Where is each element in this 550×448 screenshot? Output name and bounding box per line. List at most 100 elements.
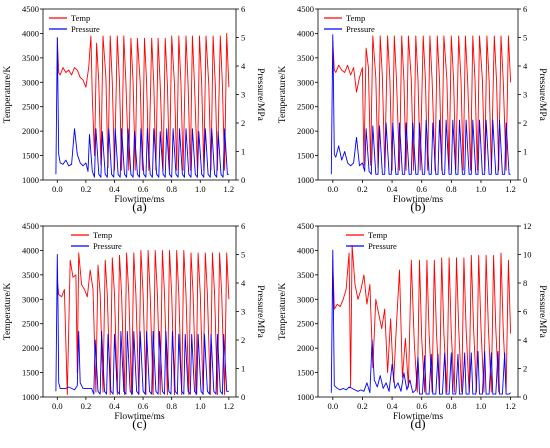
- panel-c-x-tick-label: 0.0: [52, 401, 63, 411]
- panel-b-y-right-tick-label: 1: [523, 147, 527, 157]
- panel-a-y-left-tick-label: 3500: [22, 53, 39, 63]
- panel-a-x-tick-label: 0.8: [166, 184, 177, 194]
- panel-d-y-left-tick-label: 3500: [297, 270, 314, 280]
- panel-d-y-left-tick-label: 1500: [297, 368, 314, 378]
- panel-a-x-tick-label: 1.0: [195, 184, 206, 194]
- panel-a-x-tick-label: 0.4: [109, 184, 120, 194]
- panel-d-series-temp-line: [332, 245, 512, 393]
- panel-c-y-left-tick-label: 1500: [22, 368, 39, 378]
- panel-a-y-right-tick-label: 5: [241, 33, 245, 43]
- panel-c-y-left-tick-label: 4500: [22, 221, 39, 231]
- panel-a-y-left-axis-label: Temperature/K: [3, 66, 13, 124]
- panel-b-y-right-axis-label: Pressure/MPa: [537, 68, 547, 122]
- panel-d-y-left-tick-label: 4500: [297, 221, 314, 231]
- panel-b-y-left-tick-label: 2500: [297, 102, 314, 112]
- panel-c-x-axis-label: Flowtime/ms: [114, 412, 164, 422]
- panel-b-y-left-tick-label: 4500: [297, 4, 314, 14]
- panel-d-y-left-tick-label: 3000: [297, 294, 314, 304]
- panel-d-y-left-tick-label: 1000: [297, 392, 314, 402]
- panel-c-y-right-tick-label: 2: [241, 335, 245, 345]
- panel-c-legend-label-pressure: Pressure: [93, 241, 122, 251]
- panel-c-legend-label-temp: Temp: [93, 230, 112, 240]
- panel-c-y-left-tick-label: 4000: [22, 245, 39, 255]
- panel-a-y-left-tick-label: 1500: [22, 151, 39, 161]
- panel-d-x-tick-label: 0.6: [416, 401, 427, 411]
- panel-d-x-tick-label: 0.4: [387, 401, 398, 411]
- panel-c-y-left-tick-label: 2500: [22, 319, 39, 329]
- panel-a: 0.0 0.2 0.4 0.6 0.8 1.0 1.2 1000 1500 2000 2500 300…: [3, 4, 265, 214]
- panel-b-y-left-tick-label: 1500: [297, 151, 314, 161]
- panel-d-x-tick-label: 0.8: [446, 401, 457, 411]
- panel-d-label: (d): [410, 416, 425, 431]
- panel-a-legend-label-pressure: Pressure: [71, 24, 100, 34]
- panel-d-y-right-tick-label: 12: [523, 221, 532, 231]
- panel-a-y-right-tick-label: 3: [241, 90, 245, 100]
- panel-a-y-right-tick-label: 2: [241, 118, 245, 128]
- panel-a-x-tick-label: 1.2: [224, 184, 235, 194]
- panel-c-y-right-tick-label: 5: [241, 250, 245, 260]
- panel-d-x-tick-label: 0.0: [328, 401, 339, 411]
- panel-a-y-left-tick-label: 4000: [22, 28, 39, 38]
- panel-d-y-right-tick-label: 6: [523, 307, 527, 317]
- panel-a-y-left-tick-label: 2500: [22, 102, 39, 112]
- panel-b-x-tick-label: 1.0: [476, 184, 487, 194]
- panel-b-y-right-tick-label: 6: [523, 4, 527, 14]
- panel-b-series-pressure-line: [330, 34, 511, 175]
- panel-a-label: (a): [132, 199, 146, 214]
- panel-c-y-left-tick-label: 3000: [22, 294, 39, 304]
- panel-d-y-right-tick-label: 10: [523, 250, 532, 260]
- panel-b-y-left-axis-label: Temperature/K: [278, 66, 288, 124]
- panel-d-y-right-tick-label: 4: [523, 335, 528, 345]
- panel-a-y-right-tick-label: 6: [241, 4, 245, 14]
- panel-a-x-tick-label: 0.0: [52, 184, 63, 194]
- panel-b-y-right-tick-label: 3: [523, 90, 527, 100]
- panel-d-y-right-tick-label: 2: [523, 364, 527, 374]
- panel-b-y-right-tick-label: 2: [523, 118, 527, 128]
- panel-b-series-temp-line: [332, 35, 512, 171]
- panel-d-y-right-axis-label: Pressure/MPa: [537, 285, 547, 339]
- panel-c-x-tick-label: 0.4: [109, 401, 120, 411]
- panel-a-x-tick-label: 0.6: [138, 184, 149, 194]
- panel-a-y-left-tick-label: 2000: [22, 126, 39, 136]
- panel-b-y-left-tick-label: 4000: [297, 28, 314, 38]
- panel-b-x-tick-label: 1.2: [505, 184, 516, 194]
- panel-c-label: (c): [132, 416, 146, 431]
- panel-d-x-axis-label: Flowtime/ms: [393, 412, 443, 422]
- panel-c-x-tick-label: 0.8: [166, 401, 177, 411]
- panel-d-x-tick-label: 1.0: [476, 401, 487, 411]
- panel-b-y-left-tick-label: 2000: [297, 126, 314, 136]
- panel-d-y-left-axis-label: Temperature/K: [278, 283, 288, 341]
- panel-b-x-axis-label: Flowtime/ms: [393, 195, 443, 205]
- panel-c-y-right-tick-label: 0: [241, 392, 245, 402]
- panel-d-x-tick-label: 0.2: [357, 401, 368, 411]
- panel-b-x-tick-label: 0.2: [357, 184, 368, 194]
- panel-b-y-right-tick-label: 5: [523, 33, 527, 43]
- panel-a-y-left-tick-label: 3000: [22, 77, 39, 87]
- panel-b-x-tick-label: 0.6: [416, 184, 427, 194]
- panel-a-series-temp-line: [56, 32, 230, 171]
- panel-b-y-right-tick-label: 0: [523, 175, 527, 185]
- panel-d-y-right-tick-label: 8: [523, 278, 527, 288]
- panel-a-y-left-tick-label: 4500: [22, 4, 39, 14]
- panel-c-x-tick-label: 1.2: [224, 401, 235, 411]
- panel-a-legend-label-temp: Temp: [71, 13, 90, 23]
- panel-d-legend-label-pressure: Pressure: [368, 241, 397, 251]
- panel-d-series-pressure-line: [330, 249, 511, 395]
- panel-b: 0.0 0.2 0.4 0.6 0.8 1.0 1.2 1000 1500 2000 2500 300…: [278, 4, 547, 214]
- panel-b-y-right-tick-label: 4: [523, 61, 528, 71]
- panel-c-y-right-axis-label: Pressure/MPa: [255, 285, 265, 339]
- panel-a-y-right-tick-label: 1: [241, 147, 245, 157]
- panel-c: 0.0 0.2 0.4 0.6 0.8 1.0 1.2 1000 1500 2000 2500 300…: [3, 221, 265, 431]
- panel-c-series-temp-line: [56, 249, 230, 396]
- panel-a-y-right-tick-label: 4: [241, 61, 246, 71]
- panel-c-y-left-tick-label: 3500: [22, 270, 39, 280]
- panel-a-y-right-axis-label: Pressure/MPa: [255, 68, 265, 122]
- panel-d-legend-label-temp: Temp: [368, 230, 387, 240]
- panel-a-x-tick-label: 0.2: [81, 184, 92, 194]
- panel-b-x-tick-label: 0.4: [387, 184, 398, 194]
